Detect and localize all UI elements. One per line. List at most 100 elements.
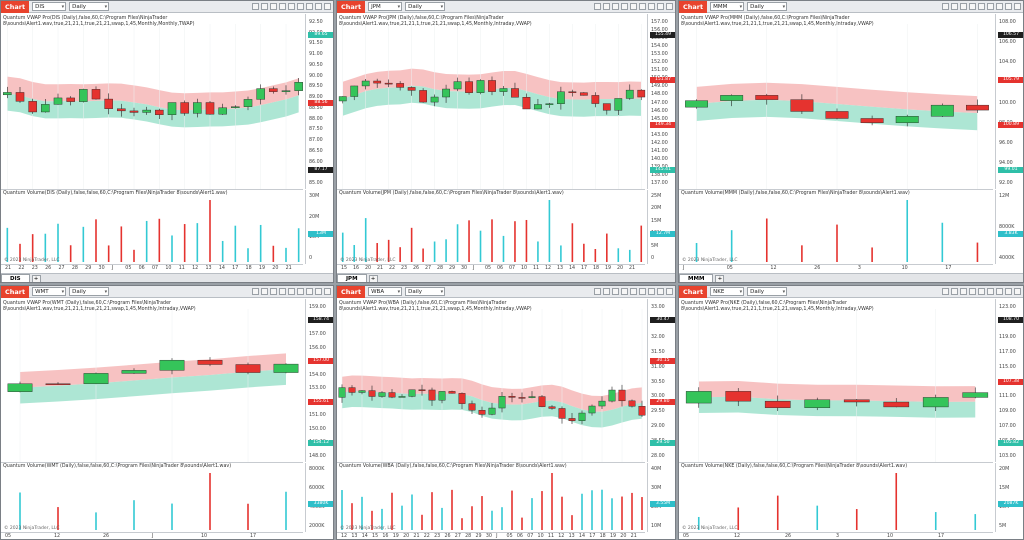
add-tab-button[interactable]: + [368, 274, 378, 282]
toolbar-tool-icon[interactable] [612, 3, 619, 10]
toolbar-tool-icon[interactable] [621, 288, 628, 295]
price-plot[interactable]: Quantum VWAP Pro(DIS (Daily),false,60,C:… [1, 14, 333, 189]
volume-bar[interactable] [221, 240, 224, 262]
interval-selector[interactable]: Daily ▾ [747, 2, 788, 11]
candle-body[interactable] [15, 92, 25, 102]
candle-body[interactable] [545, 103, 554, 105]
candle-body[interactable] [465, 81, 473, 93]
add-tab-button[interactable]: + [715, 274, 725, 282]
volume-bar[interactable] [631, 492, 633, 530]
volume-bar[interactable] [525, 219, 528, 262]
pane-separator[interactable] [1, 462, 303, 463]
chart-window-tab[interactable]: Chart [337, 1, 366, 13]
candle-body[interactable] [488, 80, 496, 92]
volume-chart-svg[interactable] [337, 190, 676, 264]
volume-bar[interactable] [351, 503, 353, 530]
candle-body[interactable] [378, 392, 386, 397]
volume-bar[interactable] [481, 496, 483, 530]
candle-body[interactable] [488, 407, 496, 415]
volume-bar[interactable] [591, 490, 593, 530]
candle-body[interactable] [558, 408, 566, 419]
toolbar-tool-icon[interactable] [996, 3, 1003, 10]
volume-bar[interactable] [611, 498, 613, 530]
candle-body[interactable] [121, 370, 147, 374]
candle-body[interactable] [591, 95, 600, 104]
instrument-selector[interactable]: JPM ▾ [368, 2, 403, 11]
candle-body[interactable] [361, 80, 370, 87]
candle-body[interactable] [685, 391, 712, 404]
volume-bar[interactable] [479, 230, 482, 262]
price-axis[interactable]: 157.00 156.00 155.00 154.00 153.00 152.00 151.… [647, 14, 675, 189]
instrument-selector[interactable]: NKE ▾ [710, 287, 745, 296]
tab-mmm[interactable]: MMM [679, 274, 714, 282]
candle-body[interactable] [962, 392, 989, 398]
toolbar-tool-icon[interactable] [306, 3, 313, 10]
candle-body[interactable] [602, 103, 611, 111]
volume-bar[interactable] [855, 509, 858, 530]
volume-bar[interactable] [461, 518, 463, 530]
instrument-selector[interactable]: MMM ▾ [710, 2, 745, 11]
price-plot[interactable]: Quantum VWAP Pro(NKE (Daily),false,60,C:… [679, 299, 1023, 462]
volume-axis[interactable]: 8000K 6000K 4000K 2000K [305, 463, 333, 532]
volume-bar[interactable] [801, 245, 803, 262]
volume-bar[interactable] [501, 507, 503, 530]
volume-bar[interactable] [765, 218, 768, 262]
volume-chart-svg[interactable] [1, 190, 334, 264]
volume-bar[interactable] [247, 503, 249, 530]
candle-body[interactable] [243, 99, 253, 107]
volume-bar[interactable] [285, 491, 287, 530]
volume-bar[interactable] [621, 496, 623, 530]
candle-body[interactable] [129, 110, 139, 113]
pane-separator[interactable] [679, 462, 993, 463]
candle-body[interactable] [922, 397, 949, 408]
toolbar-tool-icon[interactable] [279, 288, 286, 295]
volume-bar[interactable] [491, 510, 493, 530]
candle-body[interactable] [269, 88, 278, 92]
toolbar-tool-icon[interactable] [279, 3, 286, 10]
candle-body[interactable] [231, 106, 240, 108]
candle-body[interactable] [608, 389, 616, 402]
interval-selector[interactable]: Daily ▾ [405, 287, 446, 296]
candle-body[interactable] [167, 102, 177, 115]
candle-body[interactable] [476, 80, 485, 93]
volume-bar[interactable] [410, 227, 413, 262]
volume-bar[interactable] [158, 218, 161, 262]
volume-bar[interactable] [551, 473, 553, 530]
volume-bar[interactable] [601, 489, 603, 530]
volume-bar[interactable] [548, 200, 551, 262]
toolbar-tool-icon[interactable] [621, 3, 628, 10]
toolbar-tool-icon[interactable] [603, 3, 610, 10]
toolbar-tool-icon[interactable] [315, 3, 322, 10]
volume-bar[interactable] [364, 218, 367, 262]
volume-bar[interactable] [456, 224, 459, 262]
candle-body[interactable] [518, 397, 526, 399]
toolbar-tool-icon[interactable] [639, 3, 646, 10]
price-axis[interactable]: 159.00158.00157.00156.00155.00154.00153.… [305, 299, 333, 462]
toolbar-tool-icon[interactable] [270, 288, 277, 295]
volume-bar[interactable] [445, 239, 447, 262]
candle-body[interactable] [508, 396, 516, 398]
toolbar-tool-icon[interactable] [630, 288, 637, 295]
volume-bar[interactable] [285, 247, 287, 262]
candle-body[interactable] [180, 102, 189, 114]
volume-bar[interactable] [737, 507, 740, 530]
candle-body[interactable] [588, 405, 596, 414]
volume-bar[interactable] [120, 226, 123, 262]
candle-body[interactable] [895, 116, 919, 124]
volume-bar[interactable] [641, 497, 643, 530]
price-plot[interactable]: Quantum VWAP Pro(WBA (Daily),false,60,C:… [337, 299, 675, 462]
toolbar-tool-icon[interactable] [969, 3, 976, 10]
volume-bar[interactable] [583, 243, 585, 262]
volume-bar[interactable] [628, 249, 631, 262]
toolbar-tool-icon[interactable] [996, 288, 1003, 295]
volume-bar[interactable] [421, 514, 423, 530]
candle-body[interactable] [528, 396, 536, 398]
volume-bar[interactable] [511, 490, 513, 530]
volume-bar[interactable] [411, 494, 413, 530]
volume-chart-svg[interactable] [679, 190, 1024, 264]
candle-body[interactable] [273, 363, 299, 373]
pane-separator[interactable] [679, 189, 993, 190]
candle-body[interactable] [3, 92, 12, 96]
volume-bar[interactable] [560, 245, 562, 262]
candle-body[interactable] [548, 406, 556, 409]
